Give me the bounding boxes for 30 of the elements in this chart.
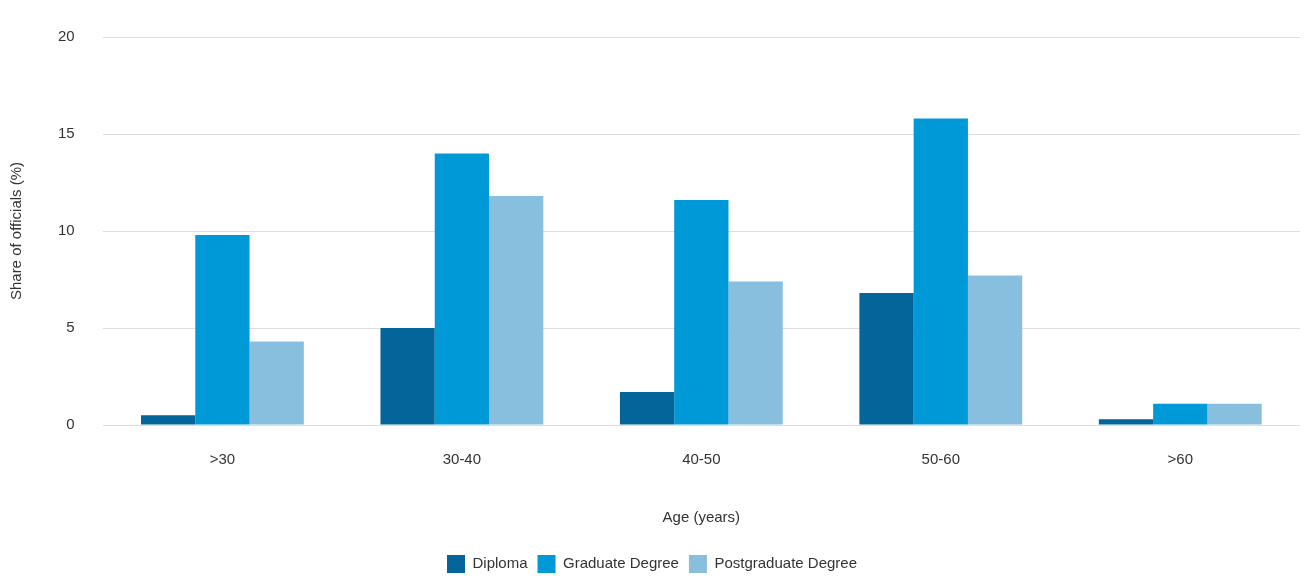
x-tick-label: >60	[1167, 450, 1193, 468]
y-tick-label: 20	[58, 27, 75, 45]
bar	[967, 275, 1023, 425]
x-tick-label: 30-40	[442, 450, 482, 468]
legend-label: Postgraduate Degree	[714, 554, 858, 572]
x-tick-label: >30	[209, 450, 236, 468]
bar	[1153, 403, 1208, 425]
y-tick-label: 5	[66, 318, 75, 336]
bar	[859, 293, 914, 425]
legend-label: Graduate Degree	[563, 554, 679, 572]
bar	[141, 415, 196, 425]
bar	[195, 234, 250, 425]
bar	[913, 118, 968, 425]
x-axis-title: Age (years)	[662, 508, 741, 526]
bar	[674, 199, 729, 425]
bar	[1207, 403, 1262, 425]
y-tick-label: 0	[66, 415, 75, 433]
bar	[249, 341, 304, 425]
bar	[434, 153, 490, 425]
bar	[728, 281, 783, 425]
y-axis-title: Share of officials (%)	[7, 161, 25, 301]
y-tick-label: 10	[58, 221, 75, 239]
bar	[619, 392, 675, 425]
legend-label: Diploma	[472, 554, 529, 572]
bar	[1098, 419, 1154, 425]
bar	[380, 328, 435, 425]
x-tick-label: 40-50	[682, 450, 721, 468]
bar	[489, 196, 544, 425]
y-tick-label: 15	[58, 124, 75, 142]
x-tick-label: 50-60	[921, 450, 960, 468]
